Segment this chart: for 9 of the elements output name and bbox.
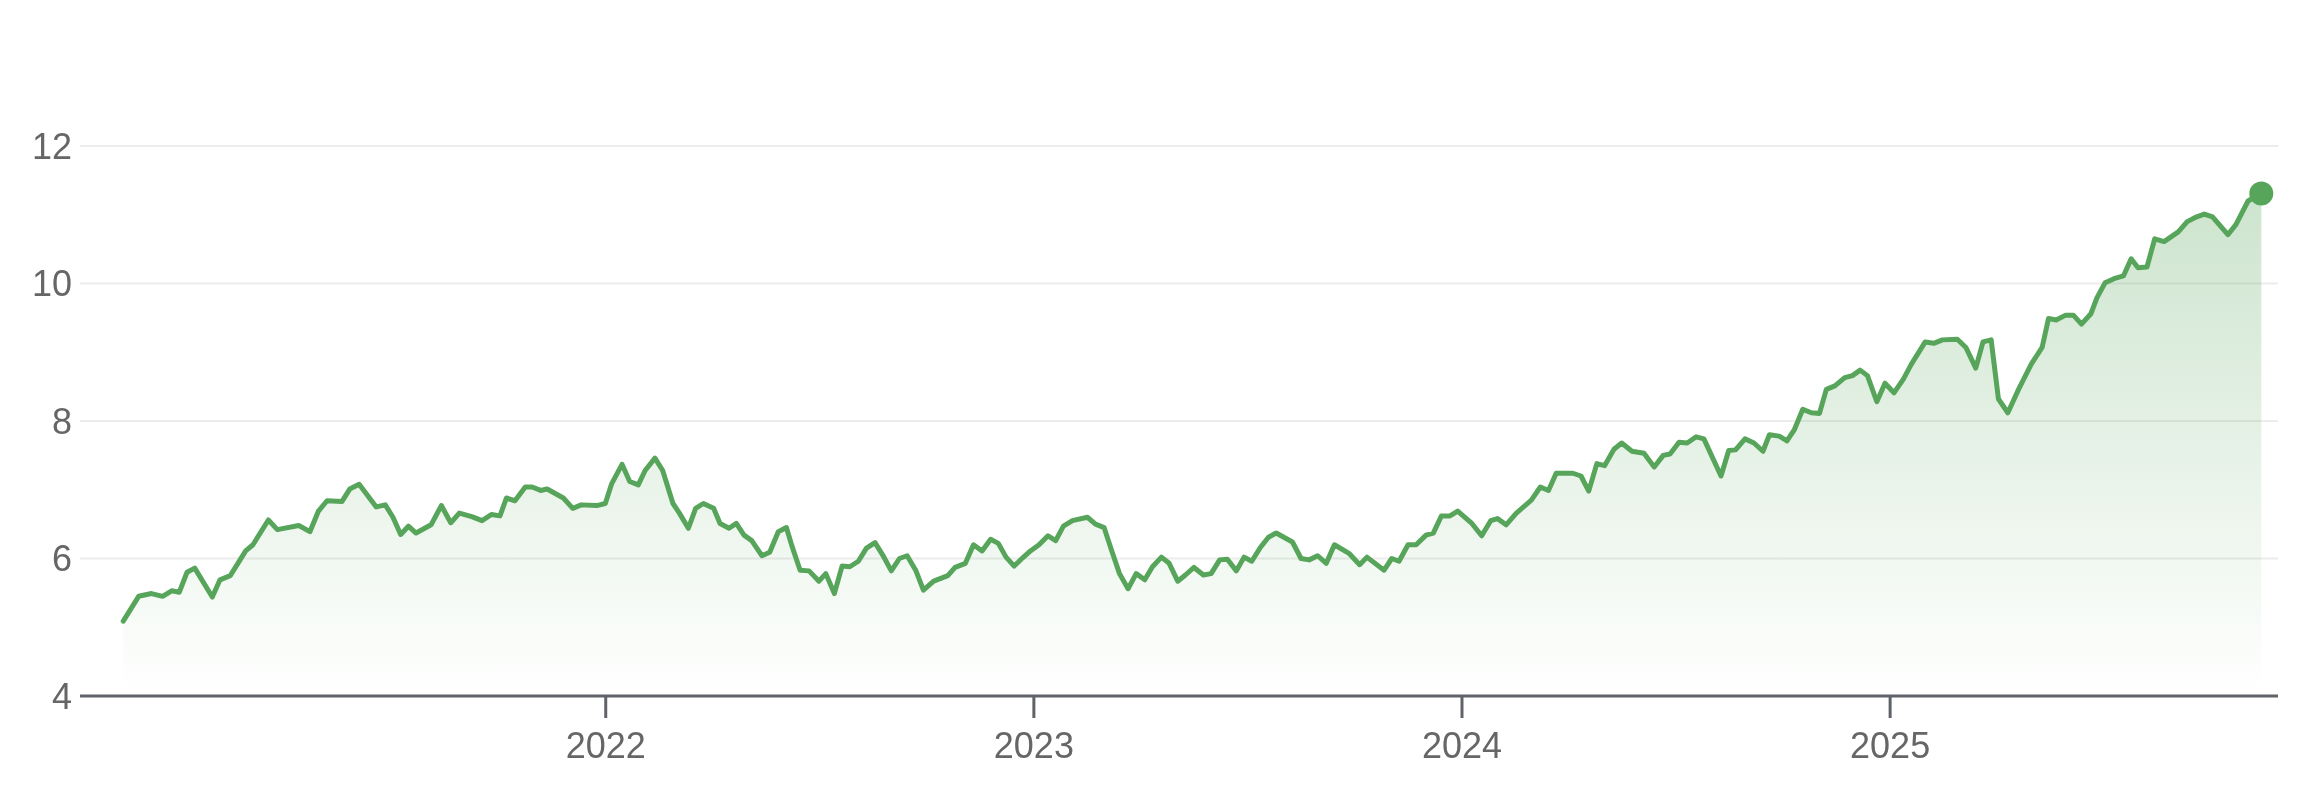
x-tick-label: 2023 (993, 725, 1074, 766)
x-tick-label: 2024 (1421, 725, 1503, 766)
y-tick-label: 8 (51, 400, 72, 442)
x-tick-label: 2025 (1850, 725, 1931, 766)
y-tick-label: 10 (31, 263, 72, 305)
y-tick-label: 12 (31, 125, 72, 167)
y-tick-label: 6 (51, 538, 72, 580)
x-tick-label: 2022 (565, 725, 646, 766)
y-tick-label: 4 (51, 675, 72, 717)
